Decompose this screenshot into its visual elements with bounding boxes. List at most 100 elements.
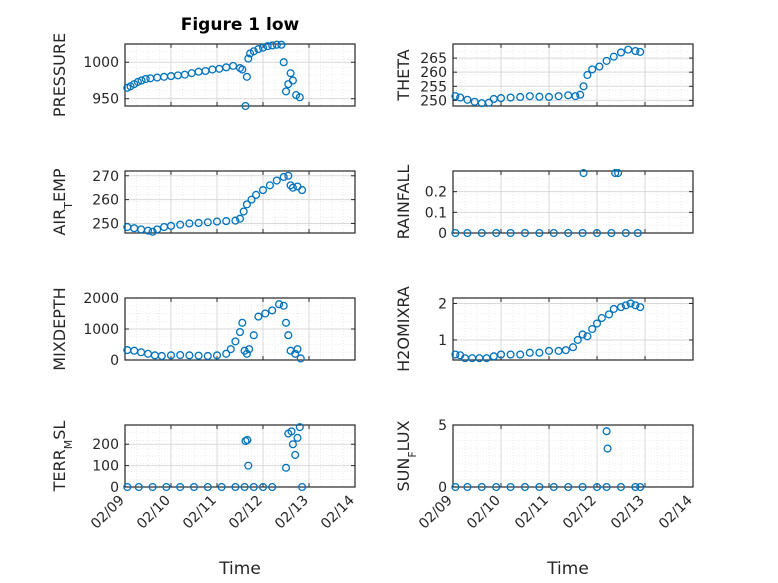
data-point [235, 328, 245, 337]
data-point [254, 312, 263, 321]
data-point [520, 228, 530, 238]
data-point [137, 76, 146, 85]
data-point [133, 77, 142, 86]
data-point [535, 92, 544, 101]
y-tick-label: 260 [92, 193, 119, 209]
axes-frame [452, 297, 694, 361]
data-point [272, 40, 281, 49]
data-point [242, 72, 251, 81]
data-point [609, 52, 618, 61]
y-tick-label: 1 [438, 333, 447, 349]
data-point [252, 190, 261, 199]
data-point [244, 54, 253, 63]
data-point [194, 351, 203, 360]
data-point [470, 97, 479, 106]
data-point [611, 169, 620, 178]
data-point [293, 433, 302, 442]
data-point [268, 41, 277, 50]
y-axis-label: TERRMSL [50, 421, 75, 493]
data-point [631, 482, 640, 492]
data-point [261, 309, 270, 318]
data-point [263, 42, 272, 51]
data-point [579, 169, 588, 178]
data-point [166, 351, 176, 360]
data-point [525, 92, 534, 101]
data-point [268, 482, 277, 492]
y-tick-label: 270 [92, 169, 119, 185]
data-point [592, 319, 602, 328]
x-tick-label: 02/09 [88, 493, 128, 533]
data-point [636, 47, 645, 56]
data-point [249, 331, 258, 340]
data-point [633, 228, 642, 238]
data-point [258, 43, 268, 52]
data-point [549, 228, 558, 238]
data-point [284, 331, 293, 340]
data-point [298, 482, 307, 492]
data-point [482, 354, 491, 363]
data-point [265, 181, 274, 190]
data-point [240, 482, 249, 492]
x-tick-label: 02/10 [134, 493, 174, 533]
y-tick-label: 5 [438, 418, 447, 434]
data-point [238, 318, 247, 327]
subplot-6: 0 100 200 TERRMSL 02/09 02/10 02/11 02/12 02/13 0… [50, 421, 358, 533]
data-point [176, 350, 185, 360]
data-point [153, 225, 162, 234]
data-point [506, 350, 515, 359]
data-point [293, 345, 302, 354]
data-point [564, 228, 573, 238]
data-point [288, 440, 297, 449]
axes-frame [124, 170, 356, 234]
data-point [506, 93, 515, 102]
data-point [243, 435, 252, 445]
x-tick-label: 02/13 [272, 493, 312, 533]
data-point [607, 228, 616, 238]
y-axis-label: PRESSURE [50, 33, 69, 117]
x-tick-label: 02/10 [464, 493, 504, 533]
data-point [176, 482, 185, 492]
y-axis-label: RAINFALL [394, 165, 413, 240]
data-point [281, 463, 291, 472]
data-point [157, 351, 166, 361]
data-point [242, 349, 251, 358]
y-tick-label: 100 [92, 459, 119, 475]
data-point [239, 207, 248, 216]
y-tick-label: 200 [92, 437, 119, 453]
y-axis-label: THETA [394, 49, 413, 101]
data-point [579, 82, 588, 91]
data-point [588, 324, 597, 334]
data-point [242, 200, 251, 209]
y-tick-label: 250 [92, 216, 119, 232]
data-point [279, 172, 288, 182]
y-tick-label: 260 [420, 65, 447, 81]
data-point [583, 70, 592, 80]
data-point [525, 348, 534, 357]
data-point [516, 92, 525, 102]
data-point [212, 351, 222, 360]
data-point [631, 301, 640, 310]
data-point [549, 482, 558, 492]
x-tick-label: 02/13 [608, 493, 648, 533]
data-point [516, 350, 525, 359]
data-point [247, 195, 256, 204]
data-point [245, 345, 254, 354]
data-point [286, 69, 295, 78]
data-point [281, 87, 291, 96]
data-point [573, 335, 582, 344]
data-point [456, 93, 465, 102]
data-point [166, 221, 176, 230]
data-point [222, 217, 231, 226]
data-point [148, 227, 157, 236]
data-point [231, 337, 240, 346]
data-point [506, 228, 515, 238]
data-point [588, 65, 597, 74]
data-point [463, 482, 472, 492]
x-tick-label: 02/12 [560, 493, 600, 533]
data-point [203, 351, 212, 361]
data-point [463, 228, 472, 238]
x-tick-label: 02/14 [318, 492, 358, 532]
data-point [602, 427, 611, 436]
data-point [185, 351, 194, 360]
